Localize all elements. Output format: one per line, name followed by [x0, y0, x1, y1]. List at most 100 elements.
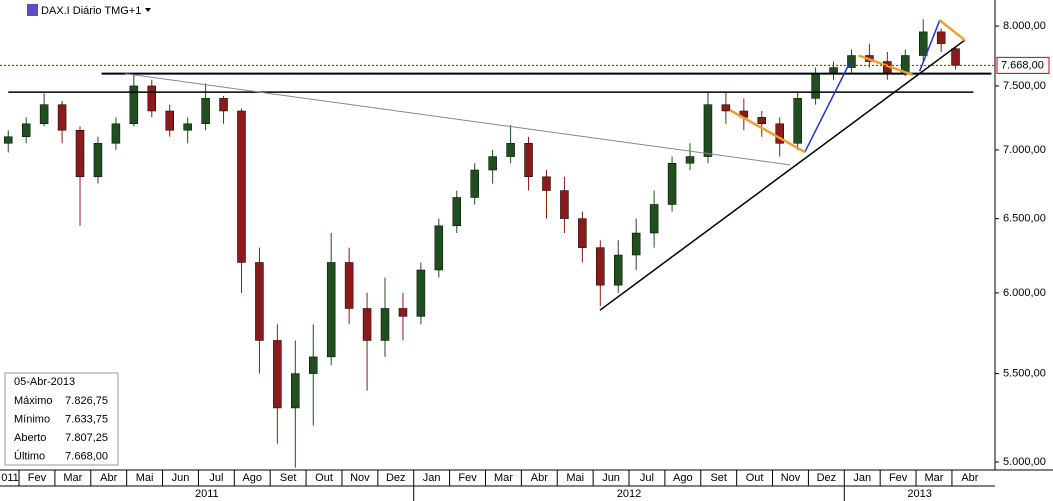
title-icon [27, 4, 38, 16]
x-tick-label: Mar [925, 472, 944, 484]
info-value: 7.633,75 [65, 413, 108, 425]
x-tick-label: Abr [100, 472, 117, 484]
candle-body [936, 31, 946, 44]
info-label: Último [14, 449, 45, 462]
y-tick-label: 7.000,00 [1003, 144, 1046, 156]
x-tick-label: Mai [136, 472, 154, 484]
trendline [124, 73, 791, 166]
candle-body [847, 55, 856, 68]
candle-body [362, 308, 372, 341]
info-label: Máximo [14, 395, 53, 407]
y-tick-label: 5.000,00 [1003, 456, 1046, 468]
x-tick-label: Set [710, 472, 727, 484]
title-dropdown[interactable] [145, 8, 151, 12]
x-tick-label: Jul [640, 472, 654, 484]
trendline [918, 20, 941, 72]
x-tick-label: Jun [172, 472, 190, 484]
candle-body [57, 104, 67, 131]
candle-body [273, 340, 282, 409]
candle-body [918, 31, 928, 56]
candle-body [703, 104, 713, 157]
x-tick-label: Dez [386, 472, 406, 484]
candle-body [613, 254, 623, 286]
x-tick-label: Out [315, 472, 333, 484]
candle-body [201, 98, 210, 125]
candle-body [560, 190, 569, 219]
candle-body [951, 48, 960, 66]
x-tick-label: Fev [458, 472, 477, 484]
candle-body [721, 104, 731, 112]
x-tick-label: Dez [817, 472, 837, 484]
candle-body [165, 110, 174, 131]
info-box-frame [4, 372, 119, 466]
year-label: 2012 [617, 488, 641, 500]
candle-body [344, 262, 354, 309]
info-value: 7.668,00 [65, 450, 108, 462]
x-tick-label: Set [280, 472, 297, 484]
info-date: 05-Abr-2013 [14, 376, 75, 388]
y-tick-label: 6.500,00 [1003, 213, 1046, 225]
trendline [804, 61, 851, 153]
x-tick-label: Abr [961, 472, 978, 484]
candle-body [291, 373, 300, 409]
y-tick-label: 6.000,00 [1003, 287, 1046, 299]
y-tick-label: 7.500,00 [1003, 80, 1046, 92]
candle-body [398, 308, 408, 317]
trendline [729, 109, 806, 154]
candle-body [416, 269, 426, 317]
candle-body [488, 156, 497, 171]
candle-body [506, 143, 515, 157]
candle-body [434, 225, 444, 271]
candle-body [39, 104, 49, 125]
info-value: 7.826,75 [65, 395, 108, 407]
info-label: Aberto [14, 432, 46, 444]
candle-body [93, 143, 103, 178]
candle-body [631, 232, 641, 256]
candle-body [685, 156, 695, 164]
trendline [938, 19, 966, 42]
x-tick-label: Nov [350, 472, 370, 484]
x-tick-label: Mai [566, 472, 584, 484]
x-tick-label: Jan [853, 472, 871, 484]
candle-body [129, 85, 139, 125]
candle-body [757, 117, 767, 125]
x-tick-label: Abr [531, 472, 548, 484]
candle-body [237, 110, 246, 263]
x-tick-label: Jul [209, 472, 223, 484]
x-tick-label: Ago [242, 472, 262, 484]
x-tick-label: Fev [889, 472, 908, 484]
last-price-box [996, 56, 1050, 74]
trendline [599, 39, 966, 311]
candle-body [811, 73, 820, 99]
y-tick-label: 8.000,00 [1003, 20, 1046, 32]
candle-body [524, 143, 533, 178]
candle-body [667, 163, 677, 205]
candle-body [147, 85, 157, 112]
candle-body [21, 123, 31, 138]
year-label: 2013 [907, 488, 931, 500]
info-box: 05-Abr-2013 Máximo 7.826,75 Mínimo 7.633,75… [4, 372, 119, 466]
x-tick-label: Out [746, 472, 764, 484]
x-tick-label: Jan [423, 472, 441, 484]
chart-title: DAX.I Diário TMG+1 [41, 5, 141, 17]
info-label: Mínimo [14, 413, 50, 425]
candle-body [183, 123, 192, 131]
candle-body [4, 136, 13, 144]
candle-body [219, 98, 228, 112]
candle-body [578, 218, 587, 248]
x-tick-label: Mar [63, 472, 82, 484]
candle-body [326, 262, 336, 358]
candle-body [596, 247, 605, 286]
candle-body [775, 123, 784, 144]
last-price-label: 7.668,00 [1001, 59, 1044, 71]
x-tick-label: Jun [602, 472, 620, 484]
candle-body [75, 129, 85, 178]
year-label: 2011 [195, 488, 219, 500]
info-value: 7.807,25 [65, 432, 108, 444]
candle-body [111, 123, 121, 144]
y-tick-label: 5.500,00 [1003, 367, 1046, 379]
candle-body [308, 356, 318, 374]
x-tick-label: Nov [781, 472, 801, 484]
